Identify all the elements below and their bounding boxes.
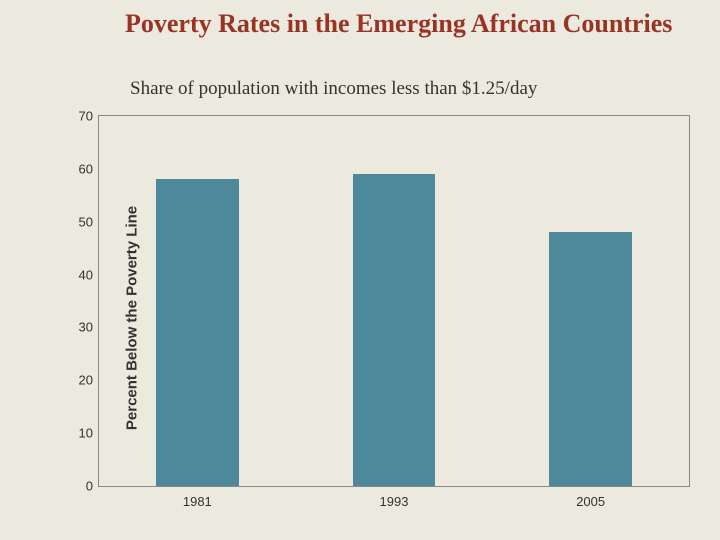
y-tick: 50 [79,214,93,229]
plot-area: 010203040506070198119932005 [98,115,690,487]
bar [353,174,436,486]
y-tick: 30 [79,320,93,335]
y-tick: 10 [79,426,93,441]
y-tick: 60 [79,161,93,176]
bar [156,179,239,486]
slide-title: Poverty Rates in the Emerging African Co… [125,10,685,39]
x-tick: 1993 [380,494,409,509]
bar [549,232,632,486]
y-tick: 40 [79,267,93,282]
x-tick: 1981 [183,494,212,509]
chart-container: Percent Below the Poverty Line 010203040… [20,110,700,525]
y-tick: 20 [79,373,93,388]
x-tick: 2005 [576,494,605,509]
y-tick: 0 [86,479,93,494]
y-tick: 70 [79,109,93,124]
slide-subtitle: Share of population with incomes less th… [130,78,690,100]
slide: Poverty Rates in the Emerging African Co… [0,0,720,540]
